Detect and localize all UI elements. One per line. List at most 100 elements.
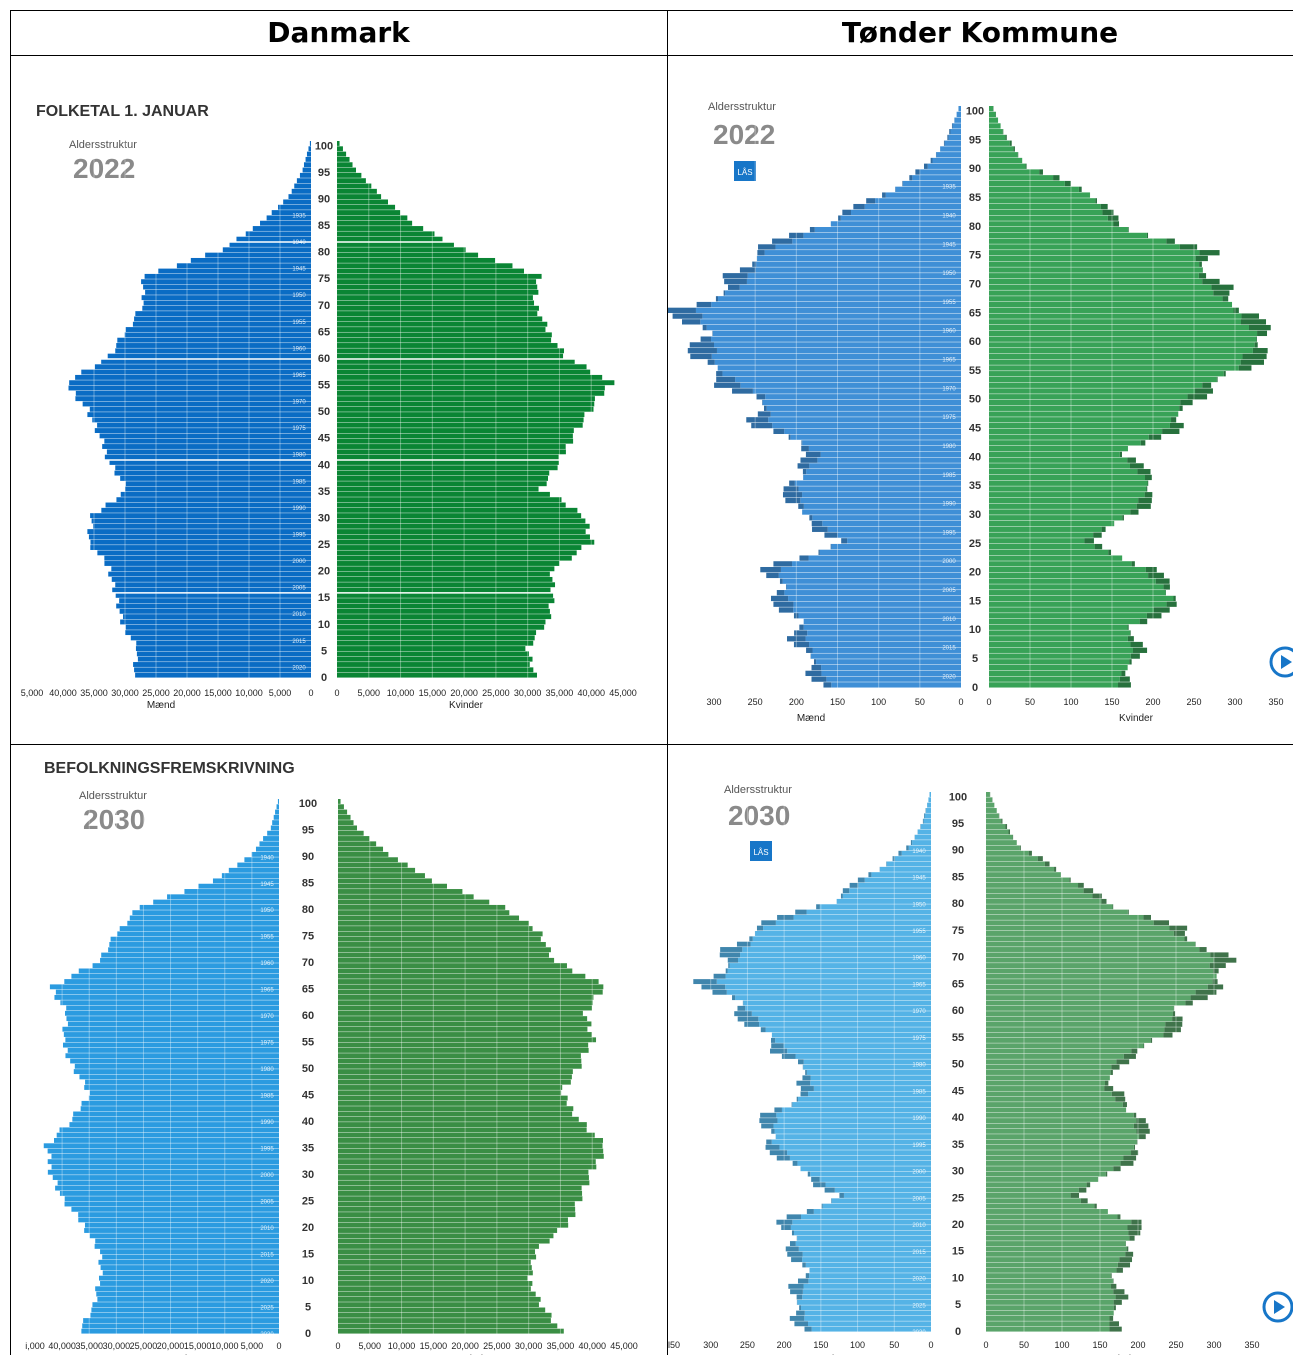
play-button[interactable] [1269, 646, 1293, 678]
female-bar-age-97 [989, 123, 1001, 129]
female-bar-age-1 [337, 667, 534, 673]
male-bar-age-69 [92, 963, 279, 969]
male-bar-age-60 [64, 1010, 280, 1016]
male-bar-age-38 [773, 1123, 931, 1129]
male-bar-overlay-age-9 [794, 630, 808, 636]
male-bar-overlay-age-37 [771, 1128, 775, 1134]
female-bar-age-28 [338, 1180, 590, 1186]
female-bar-overlay-age-59 [1172, 1011, 1176, 1017]
female-bar-age-0 [989, 682, 1119, 688]
female-bar-overlay-age-45 [1169, 422, 1184, 429]
female-bar-age-63 [986, 989, 1196, 995]
female-bar-age-1 [989, 676, 1120, 682]
female-bar-overlay-age-6 [1115, 1294, 1129, 1300]
male-bar-overlay-age-90 [923, 163, 928, 169]
age-tick-65: 65 [969, 307, 981, 319]
male-bar-age-43 [102, 444, 311, 449]
age-tick-45: 45 [302, 1090, 314, 1102]
male-bar-age-16 [94, 1243, 279, 1249]
female-bar-age-88 [337, 204, 396, 210]
female-bar-overlay-age-96 [998, 813, 1000, 819]
birth-year-1995: 1995 [292, 532, 306, 538]
male-bar-age-80 [139, 904, 279, 910]
female-bar-age-44 [338, 1095, 568, 1101]
female-bar-age-9 [337, 624, 545, 630]
female-bar-age-7 [986, 1289, 1114, 1295]
female-bar-overlay-age-69 [1213, 957, 1237, 963]
age-tick-65: 65 [318, 326, 330, 338]
female-bar-overlay-age-87 [1044, 861, 1050, 867]
birth-year-1950: 1950 [912, 902, 926, 908]
female-bar-overlay-age-81 [1092, 893, 1102, 899]
play-button[interactable] [1262, 1291, 1293, 1323]
male-bar-age-44 [88, 1095, 280, 1101]
female-axis-tick: 0 [335, 1341, 340, 1351]
female-axis-tick: 50 [1025, 697, 1035, 707]
female-bar-overlay-age-4 [1129, 659, 1132, 665]
male-bar-age-78 [129, 915, 279, 921]
male-bar-overlay-age-14 [787, 1251, 803, 1257]
male-bar-age-38 [809, 463, 961, 469]
male-bar-age-20 [780, 566, 961, 573]
female-bar-overlay-age-5 [1113, 1299, 1122, 1305]
female-bar-overlay-age-84 [1069, 877, 1071, 883]
male-bar-age-50 [765, 394, 961, 400]
male-bar-age-54 [722, 371, 961, 377]
female-bar-overlay-age-61 [1257, 330, 1268, 337]
male-bar-age-48 [766, 405, 961, 411]
female-bar-age-90 [337, 194, 382, 200]
male-bar-age-39 [69, 1122, 279, 1127]
female-axis-tick: 0 [986, 697, 991, 707]
female-bar-overlay-age-57 [1165, 1021, 1183, 1027]
male-bar-overlay-age-67 [725, 968, 728, 974]
female-bar-age-35 [986, 1139, 1137, 1145]
female-axis-label: Kvinder [449, 700, 484, 711]
female-bar-overlay-age-20 [1131, 1219, 1142, 1225]
female-bar-overlay-age-76 [1179, 244, 1198, 250]
female-bar-age-60 [989, 336, 1257, 342]
female-bar-age-99 [337, 146, 343, 152]
female-bar-overlay-age-57 [1242, 353, 1267, 360]
male-bar-overlay-age-29 [807, 1171, 811, 1177]
male-bar-age-99 [276, 804, 279, 810]
female-bar-age-34 [337, 491, 550, 497]
male-axis-tick: 50 [889, 1340, 899, 1350]
male-bar-age-61 [115, 348, 311, 354]
male-bar-age-74 [141, 279, 311, 285]
age-tick-20: 20 [318, 566, 330, 578]
birth-year-1960: 1960 [260, 961, 274, 967]
female-bar-overlay-age-2 [1109, 1315, 1114, 1321]
female-bar-overlay-age-5 [1130, 653, 1140, 659]
female-bar-overlay-age-51 [1123, 1053, 1136, 1059]
female-bar-age-19 [338, 1228, 558, 1233]
male-bar-age-93 [917, 829, 931, 835]
female-bar-age-34 [989, 486, 1147, 492]
male-bar-overlay-age-73 [749, 936, 753, 942]
male-bar-overlay-age-7 [790, 1289, 803, 1295]
male-bar-age-37 [56, 1132, 279, 1138]
female-bar-age-86 [986, 866, 1055, 872]
male-bar-age-51 [795, 1053, 931, 1059]
female-bar-age-2 [986, 1315, 1110, 1321]
male-bar-age-35 [771, 1139, 931, 1145]
female-bar-age-30 [337, 513, 582, 519]
male-bar-age-21 [800, 1214, 931, 1220]
female-bar-age-65 [338, 984, 604, 990]
male-bar-age-25 [64, 1196, 279, 1202]
birth-year-2020: 2020 [912, 1277, 926, 1283]
female-bar-age-23 [338, 1206, 576, 1212]
play-triangle-icon [1281, 655, 1292, 669]
male-bar-age-50 [803, 1059, 931, 1065]
female-bar-age-10 [989, 624, 1128, 630]
female-axis-tick: 0 [334, 688, 339, 698]
birth-year-1955: 1955 [912, 929, 926, 935]
female-bar-age-15 [989, 595, 1174, 602]
female-bar-age-15 [337, 592, 554, 598]
male-bar-age-39 [115, 465, 311, 471]
male-bar-age-9 [100, 1281, 279, 1286]
female-bar-overlay-age-2 [1121, 670, 1126, 677]
female-bar-age-6 [337, 640, 534, 646]
female-bar-age-92 [338, 841, 377, 847]
birth-year-1965: 1965 [260, 988, 274, 994]
male-bar-age-1 [808, 1321, 931, 1327]
